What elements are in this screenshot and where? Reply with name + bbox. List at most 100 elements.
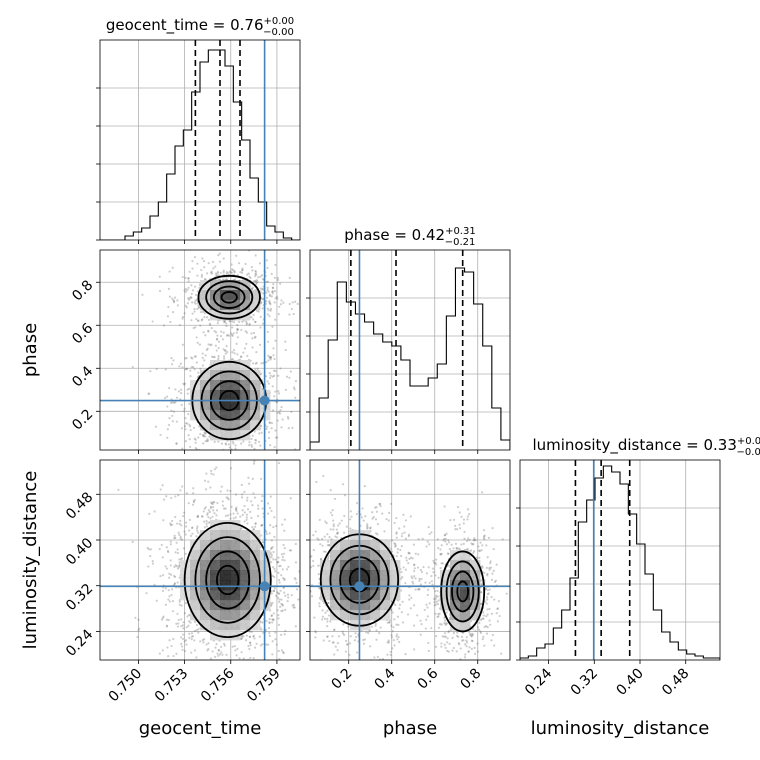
- sample-point: [180, 524, 183, 527]
- sample-point: [236, 353, 239, 356]
- sample-point: [241, 269, 244, 272]
- sample-point: [169, 564, 172, 567]
- sample-point: [194, 438, 197, 441]
- sample-point: [261, 507, 264, 510]
- sample-point: [436, 538, 439, 541]
- sample-point: [268, 421, 272, 424]
- sample-point: [464, 653, 467, 656]
- sample-point: [149, 548, 153, 551]
- sample-point: [404, 582, 407, 585]
- sample-point: [425, 572, 429, 575]
- sample-point: [203, 507, 206, 510]
- sample-point: [306, 594, 308, 596]
- density-cell: [200, 370, 211, 381]
- sample-point: [304, 651, 306, 653]
- sample-point: [170, 409, 173, 412]
- sample-point: [395, 623, 398, 626]
- sample-point: [169, 559, 172, 562]
- sample-point: [203, 266, 206, 269]
- sample-point: [210, 472, 213, 475]
- sample-point: [333, 622, 335, 624]
- sample-point: [440, 562, 443, 565]
- sample-point: [159, 488, 162, 491]
- sample-point: [208, 510, 212, 514]
- sample-point: [202, 260, 206, 263]
- sample-point: [178, 324, 181, 327]
- sample-point: [210, 501, 213, 504]
- sample-point: [229, 513, 232, 516]
- sample-point: [158, 289, 162, 293]
- sample-point: [217, 340, 221, 343]
- sample-point: [265, 296, 269, 299]
- sample-point: [317, 538, 320, 541]
- sample-point: [366, 523, 369, 526]
- sample-point: [328, 544, 331, 547]
- sample-point: [231, 440, 234, 443]
- sample-point: [173, 582, 176, 585]
- sample-point: [209, 506, 212, 510]
- sample-point: [236, 327, 239, 330]
- sample-point: [250, 265, 253, 269]
- sample-point: [173, 534, 176, 537]
- sample-point: [333, 628, 336, 632]
- sample-point: [331, 635, 334, 638]
- sample-point: [161, 649, 164, 652]
- sample-point: [234, 649, 237, 652]
- sample-point: [277, 556, 280, 559]
- sample-point: [255, 281, 258, 285]
- sample-point: [206, 438, 209, 441]
- sample-point: [341, 483, 345, 486]
- sample-point: [393, 644, 396, 647]
- sample-point: [192, 501, 196, 504]
- sample-point: [401, 600, 404, 603]
- density-cell: [220, 610, 231, 621]
- sample-point: [264, 628, 268, 631]
- sample-point: [274, 570, 277, 573]
- sample-point: [178, 663, 180, 665]
- sample-point: [261, 277, 265, 281]
- density-cell: [210, 390, 221, 401]
- sample-point: [271, 409, 275, 412]
- sample-point: [220, 651, 223, 654]
- sample-point: [336, 532, 339, 535]
- sample-point: [170, 356, 173, 360]
- sample-point: [252, 318, 255, 321]
- sample-point: [436, 602, 440, 606]
- sample-point: [187, 613, 191, 617]
- sample-point: [186, 288, 189, 292]
- sample-point: [202, 434, 205, 437]
- sample-point: [177, 390, 180, 393]
- sample-point: [370, 625, 373, 628]
- sample-point: [192, 326, 195, 330]
- sample-point: [208, 323, 212, 327]
- sample-point: [269, 309, 272, 312]
- sample-point: [172, 300, 176, 303]
- sample-point: [290, 410, 293, 414]
- sample-point: [241, 493, 244, 496]
- sample-point: [220, 485, 223, 488]
- sample-point: [181, 275, 184, 279]
- sample-point: [381, 512, 384, 515]
- sample-point: [261, 288, 264, 291]
- sample-point: [240, 637, 243, 641]
- sample-point: [279, 409, 282, 412]
- sample-point: [268, 294, 272, 297]
- truth-marker: [259, 581, 270, 592]
- sample-point: [477, 628, 481, 631]
- sample-point: [483, 538, 486, 541]
- density-cell: [200, 290, 211, 301]
- sample-point: [459, 647, 462, 650]
- sample-point: [417, 537, 420, 541]
- sample-point: [273, 516, 276, 519]
- sample-point: [199, 433, 202, 436]
- sample-point: [273, 446, 276, 449]
- sample-point: [435, 558, 438, 561]
- sample-point: [345, 525, 348, 528]
- sample-point: [475, 556, 478, 559]
- sample-point: [269, 376, 272, 380]
- sample-point: [284, 348, 287, 352]
- sample-point: [280, 602, 283, 605]
- sample-point: [199, 367, 202, 370]
- sample-point: [434, 590, 437, 593]
- sample-point: [196, 307, 199, 311]
